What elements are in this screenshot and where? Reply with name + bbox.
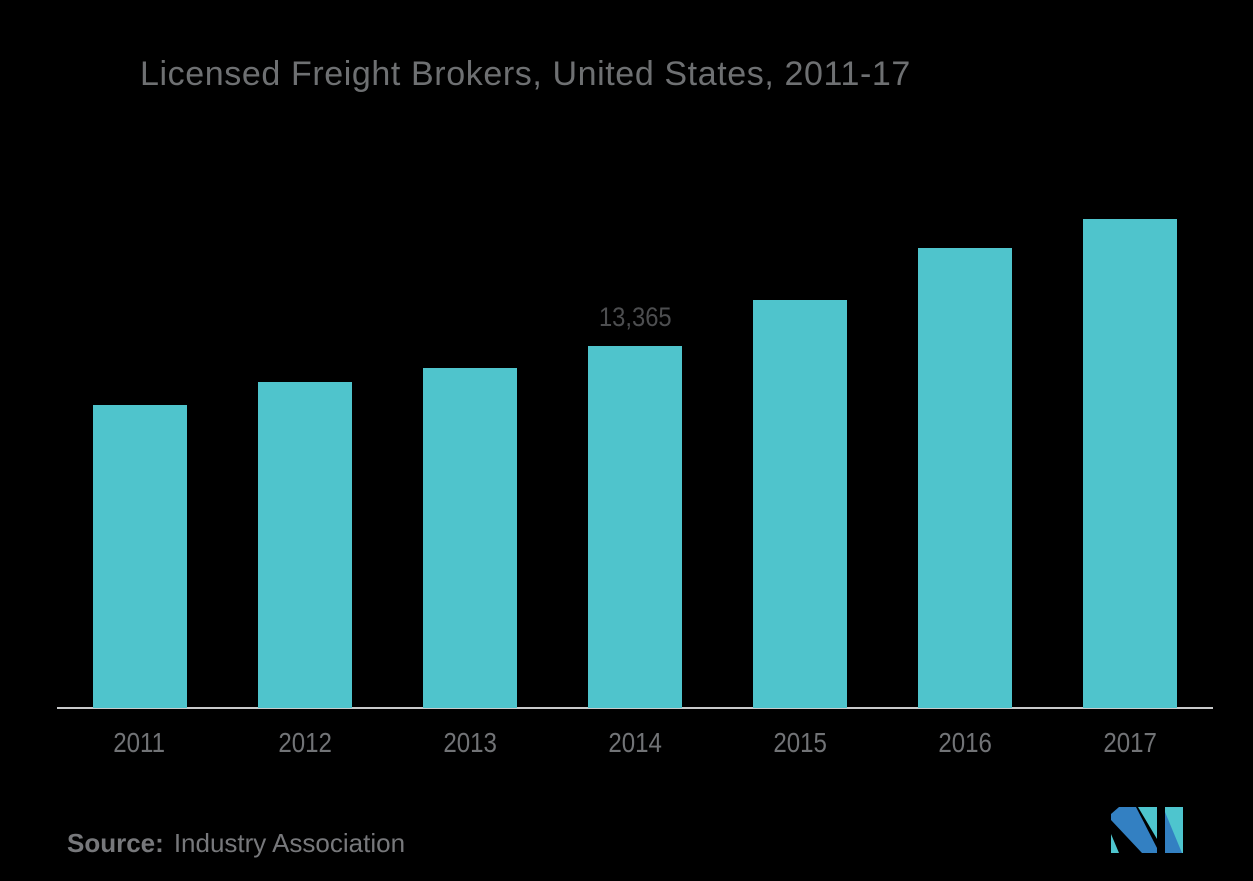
x-axis-label-2017: 2017 bbox=[1050, 727, 1210, 759]
source-text: Industry Association bbox=[173, 828, 406, 858]
x-axis-label-2015: 2015 bbox=[720, 727, 880, 759]
mordor-intelligence-logo bbox=[1111, 807, 1183, 853]
x-axis-label-2012: 2012 bbox=[225, 727, 385, 759]
bar-2011 bbox=[92, 405, 187, 708]
bar-2014 bbox=[588, 346, 682, 708]
data-label-text-2014: 13,365 bbox=[598, 302, 672, 332]
logo-left-teal-top bbox=[1138, 807, 1157, 839]
x-axis-label-text-2011: 2011 bbox=[113, 727, 166, 758]
x-axis-label-text-2016: 2016 bbox=[938, 727, 993, 758]
source-label: Source: bbox=[67, 828, 164, 858]
x-axis-label-text-2012: 2012 bbox=[277, 727, 332, 758]
logo-left-teal-bottom bbox=[1111, 834, 1119, 853]
x-axis-label-2014: 2014 bbox=[555, 727, 715, 759]
x-axis-label-2016: 2016 bbox=[885, 727, 1045, 759]
x-axis-label-2013: 2013 bbox=[390, 727, 550, 759]
logo-left-blue-band bbox=[1111, 807, 1157, 853]
x-axis-label-text-2014: 2014 bbox=[608, 727, 662, 758]
chart-title: Licensed Freight Brokers, United States,… bbox=[140, 55, 911, 93]
x-axis-label-text-2013: 2013 bbox=[443, 727, 497, 758]
x-axis-label-text-2017: 2017 bbox=[1103, 727, 1158, 758]
plot-area: 2011 2012 2013 2014 13,365 2015 2016 2017 bbox=[57, 130, 1213, 758]
bar-2016 bbox=[918, 248, 1013, 708]
x-axis-label-2011: 2011 bbox=[60, 727, 220, 759]
source-note: Source: Industry Association bbox=[67, 828, 405, 859]
bar-2012 bbox=[257, 382, 352, 708]
bar-2013 bbox=[422, 368, 517, 708]
bar-2015 bbox=[753, 300, 848, 708]
logo-right-blue-triangle bbox=[1165, 812, 1182, 853]
x-axis-line bbox=[57, 707, 1213, 709]
bar-2017 bbox=[1083, 219, 1178, 708]
x-axis-label-text-2015: 2015 bbox=[773, 727, 827, 758]
data-label-2014: 13,365 bbox=[555, 302, 715, 333]
